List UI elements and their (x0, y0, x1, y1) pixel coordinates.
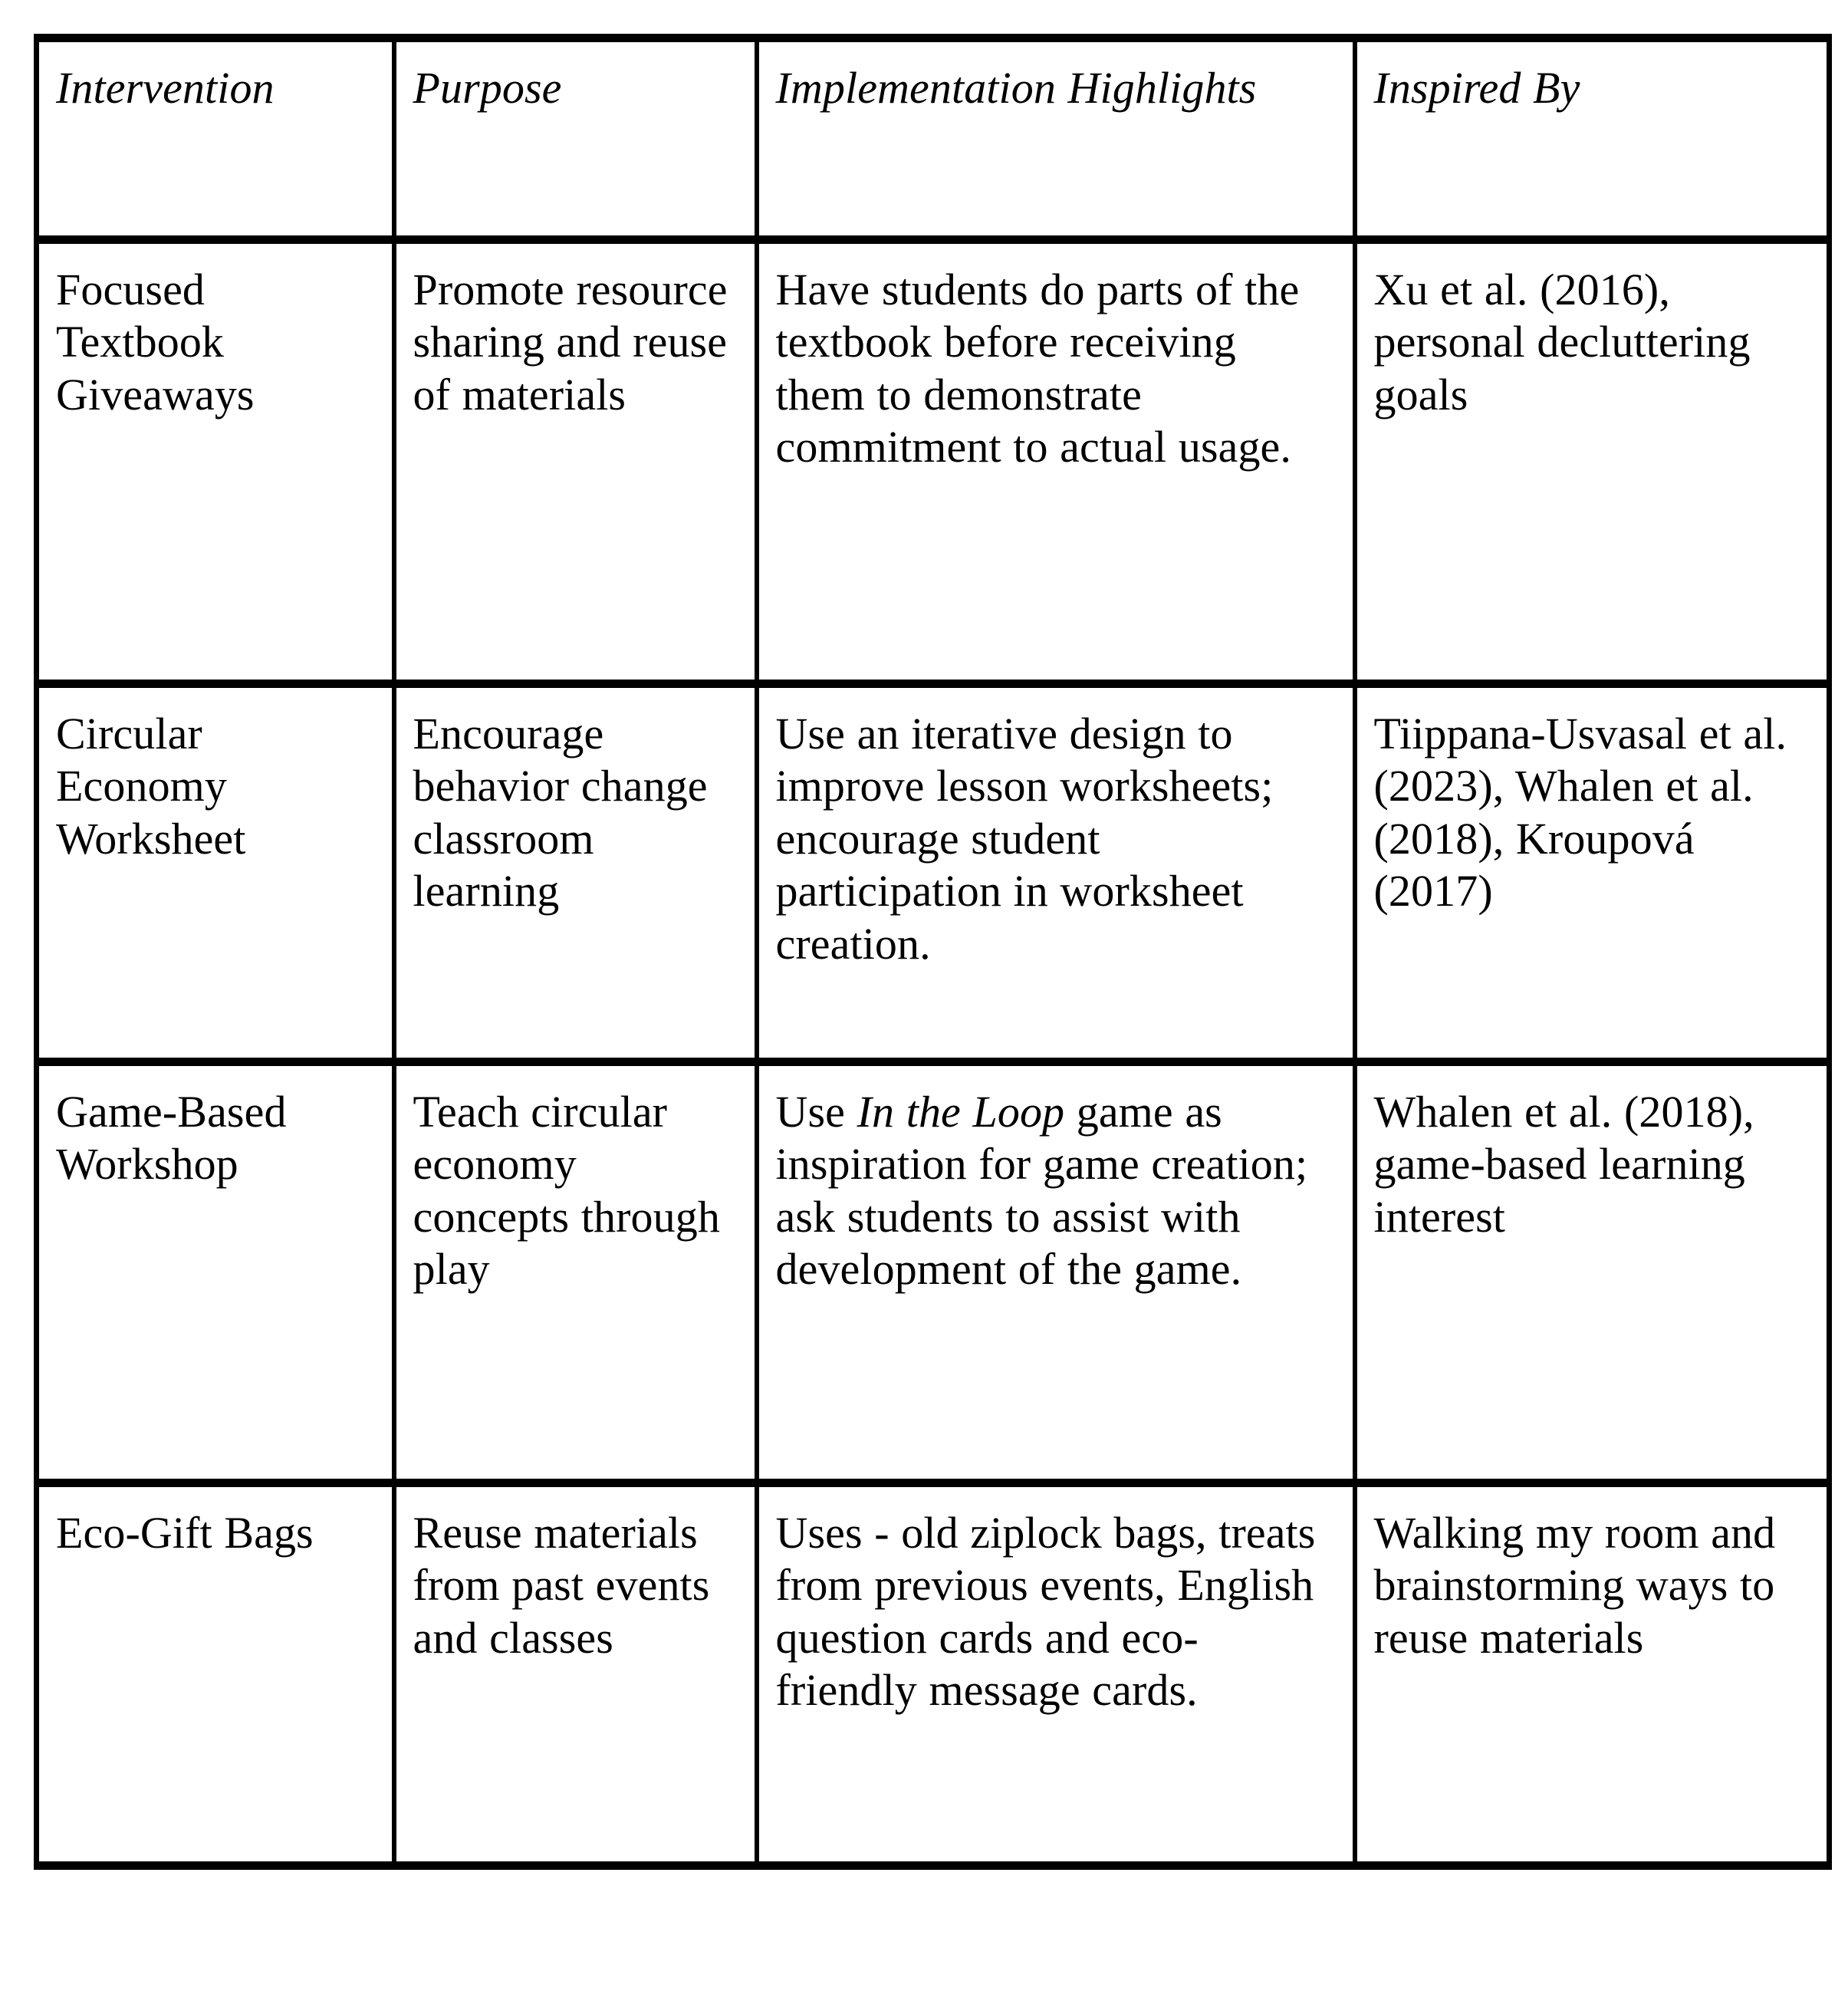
table-row: Eco-Gift Bags Reuse materials from past … (34, 1479, 1832, 1870)
implementation-text: Use In the Loop game as inspiration for … (776, 1086, 1333, 1296)
cell-purpose: Teach circular economy concepts through … (391, 1058, 757, 1487)
purpose-text: Reuse materials from past events and cla… (413, 1508, 710, 1663)
cell-inspired-by: Tiippana-Usvasal et al. (2023), Whalen e… (1352, 680, 1832, 1066)
column-header-inspired-by: Inspired By (1352, 34, 1832, 244)
table-header: Intervention Purpose Implementation High… (34, 34, 1832, 244)
implementation-text: Uses - old ziplock bags, treats from pre… (776, 1507, 1333, 1717)
intervention-name: Focused Textbook Giveaways (56, 265, 255, 420)
purpose-text: Teach circular economy concepts through … (413, 1087, 720, 1295)
inspired-by-text: Walking my room and brainstorming ways t… (1373, 1508, 1776, 1663)
text-run: Have students do parts of the textbook b… (775, 265, 1300, 472)
inspired-by-text: Tiippana-Usvasal et al. (2023), Whalen e… (1373, 709, 1787, 917)
text-run: Use an iterative design to improve lesso… (775, 709, 1274, 969)
inspired-by-text: Xu et al. (2016), personal decluttering … (1373, 265, 1751, 420)
table-header-row: Intervention Purpose Implementation High… (34, 34, 1832, 244)
intervention-name: Game-Based Workshop (56, 1087, 287, 1190)
cell-intervention: Focused Textbook Giveaways (34, 235, 394, 688)
column-header-purpose-label: Purpose (413, 63, 562, 113)
inspired-by-text: Whalen et al. (2018), game-based learnin… (1373, 1087, 1754, 1242)
column-header-purpose: Purpose (391, 34, 757, 244)
cell-implementation: Uses - old ziplock bags, treats from pre… (754, 1479, 1355, 1870)
intervention-summary-table: Intervention Purpose Implementation High… (34, 34, 1832, 1870)
cell-intervention: Circular Economy Worksheet (34, 680, 394, 1066)
cell-intervention: Game-Based Workshop (34, 1058, 394, 1487)
intervention-name: Eco-Gift Bags (56, 1508, 314, 1558)
column-header-implementation-highlights: Implementation Highlights (754, 34, 1355, 244)
game-title-italic: In the Loop (857, 1087, 1065, 1137)
cell-purpose: Reuse materials from past events and cla… (391, 1479, 757, 1870)
text-run: game as inspiration for game creation; a… (775, 1087, 1308, 1295)
column-header-implementation-highlights-label: Implementation Highlights (775, 63, 1257, 113)
cell-inspired-by: Whalen et al. (2018), game-based learnin… (1352, 1058, 1832, 1487)
text-run: Use (775, 1087, 857, 1137)
table-row: Focused Textbook Giveaways Promote resou… (34, 235, 1832, 688)
purpose-text: Encourage behavior change classroom lear… (413, 709, 708, 917)
cell-purpose: Promote resource sharing and reuse of ma… (391, 235, 757, 688)
intervention-name: Circular Economy Worksheet (56, 709, 246, 864)
cell-implementation: Have students do parts of the textbook b… (754, 235, 1355, 688)
column-header-inspired-by-label: Inspired By (1373, 63, 1580, 113)
column-header-intervention-label: Intervention (56, 63, 275, 113)
cell-purpose: Encourage behavior change classroom lear… (391, 680, 757, 1066)
cell-inspired-by: Xu et al. (2016), personal decluttering … (1352, 235, 1832, 688)
intervention-table-wrapper: Intervention Purpose Implementation High… (34, 34, 1832, 1870)
implementation-text: Have students do parts of the textbook b… (776, 264, 1333, 474)
cell-implementation: Use an iterative design to improve lesso… (754, 680, 1355, 1066)
table-body: Focused Textbook Giveaways Promote resou… (34, 235, 1832, 1870)
table-row: Circular Economy Worksheet Encourage beh… (34, 680, 1832, 1066)
implementation-text: Use an iterative design to improve lesso… (776, 708, 1333, 970)
cell-inspired-by: Walking my room and brainstorming ways t… (1352, 1479, 1832, 1870)
cell-implementation: Use In the Loop game as inspiration for … (754, 1058, 1355, 1487)
table-row: Game-Based Workshop Teach circular econo… (34, 1058, 1832, 1487)
cell-intervention: Eco-Gift Bags (34, 1479, 394, 1870)
text-run: Uses - old ziplock bags, treats from pre… (775, 1508, 1316, 1716)
purpose-text: Promote resource sharing and reuse of ma… (413, 265, 728, 420)
column-header-intervention: Intervention (34, 34, 394, 244)
